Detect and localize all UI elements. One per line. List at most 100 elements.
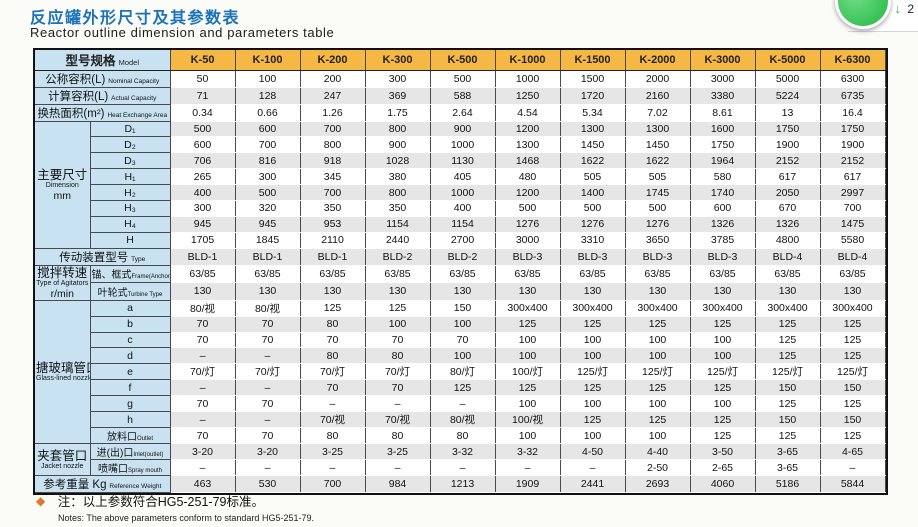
cell: 3-32 [495, 443, 561, 461]
counter-badge: 2 [907, 2, 914, 16]
cell: – [235, 459, 301, 477]
model-header-cell: 型号规格 Model [35, 50, 171, 71]
cell: 130 [430, 282, 496, 301]
cell: 300x400 [690, 300, 756, 317]
cell: 63/85 [170, 265, 236, 284]
cell: 70/灯 [170, 363, 236, 381]
cell: 945 [235, 216, 301, 233]
cell: 125 [755, 427, 821, 445]
cell: 130 [820, 282, 886, 301]
cell: – [430, 395, 496, 413]
cell: 125 [755, 347, 821, 365]
cell: 80 [300, 347, 366, 365]
cell: 4800 [755, 232, 821, 249]
sub-row-label: f [90, 379, 171, 397]
cell: 300x400 [560, 300, 626, 317]
cell: 300 [365, 70, 431, 88]
sub-row-label: c [90, 332, 171, 349]
cell: 4.54 [495, 104, 561, 122]
cell: 1600 [690, 121, 756, 138]
cell: – [300, 395, 366, 413]
cell: 1750 [690, 136, 756, 154]
cell: 1622 [560, 152, 626, 170]
cell: 2-50 [625, 459, 691, 477]
cell: 3-32 [430, 443, 496, 461]
table-row: g 70 70– – –100 100 100 100 125 125 [35, 395, 886, 413]
cell: 900 [430, 121, 496, 138]
cell: 405 [430, 168, 496, 186]
row-label: 传动装置型号 Type [35, 248, 171, 266]
column-header-K-300: K-300 [365, 50, 431, 71]
cell: 125 [560, 316, 626, 333]
cell: BLD-4 [755, 248, 821, 266]
cell: 463 [170, 475, 236, 494]
column-header-K-500: K-500 [430, 50, 496, 71]
green-circle-button[interactable] [835, 0, 891, 29]
group-label: 主要尺寸 Dimension mm [35, 121, 91, 249]
cell: 505 [625, 168, 691, 186]
cell: 300 [170, 200, 236, 217]
row-label: 计算容积(L) Actual Capacity [35, 87, 171, 105]
column-header-K-6300: K-6300 [820, 50, 886, 71]
cell: 617 [820, 168, 886, 186]
down-arrow-icon: ↓ [894, 1, 902, 16]
cell: 70 [300, 332, 366, 349]
column-header-K-200: K-200 [300, 50, 366, 71]
table-row: 主要尺寸 Dimension mm D₁ 500 600 700 800 900 1200 1300… [35, 121, 886, 249]
top-right-toolbar-strip: ↓ 2 [835, 0, 918, 32]
cell: 5186 [755, 475, 821, 494]
cell: 125 [365, 300, 431, 317]
cell: 2700 [430, 232, 496, 249]
cell: 70 [300, 379, 366, 397]
cell: 70/灯 [300, 363, 366, 381]
cell: 80 [300, 316, 366, 333]
cell: 130 [560, 282, 626, 301]
column-header-K-2000: K-2000 [625, 50, 691, 71]
cell: 1750 [820, 121, 886, 138]
sub-row-label: H₄ [90, 216, 171, 233]
cell: – [495, 459, 561, 477]
cell: 1200 [495, 121, 561, 138]
cell: 130 [755, 282, 821, 301]
cell: 80 [365, 347, 431, 365]
cell: 3-25 [365, 443, 431, 461]
cell: 125 [300, 300, 366, 317]
cell: 345 [300, 168, 366, 186]
cell: 500 [495, 200, 561, 217]
cell: 1900 [755, 136, 821, 154]
group-label: 搪玻璃管口Glass-lined nozzle [35, 300, 91, 445]
page-title: 反应罐外形尺寸及其参数表 [30, 10, 241, 27]
cell: 670 [755, 200, 821, 217]
cell: 0.34 [170, 104, 236, 122]
cell: 3-25 [300, 443, 366, 461]
cell: 1200 [495, 184, 561, 201]
cell: 1468 [495, 152, 561, 170]
cell: 1250 [495, 87, 561, 105]
cell: 1326 [690, 216, 756, 233]
cell: – [170, 347, 236, 365]
cell: 8.61 [690, 104, 756, 122]
cell: 300 [235, 168, 301, 186]
table-row: 传动装置型号 Type BLD-1 BLD-1 BLD-1 BLD-2 BLD-2 BLD-… [35, 248, 886, 266]
cell: 63/85 [235, 265, 301, 284]
table-row: H₁ 265 300 345 380 405 480 505 505 580 617 617 [35, 168, 886, 186]
cell: 80/灯 [430, 363, 496, 381]
cell: 125 [755, 395, 821, 413]
cell: BLD-3 [625, 248, 691, 266]
cell: 1964 [690, 152, 756, 170]
cell: 125 [625, 411, 691, 429]
cell: 100 [235, 70, 301, 88]
cell: – [170, 459, 236, 477]
row-label: 公称容积(L) Nominal Capacity [35, 70, 171, 88]
diamond-icon: ◆ [36, 494, 46, 508]
cell: 80/视 [235, 300, 301, 317]
cell: BLD-3 [690, 248, 756, 266]
cell: 800 [365, 121, 431, 138]
cell: 3650 [625, 232, 691, 249]
sub-row-label: D₁ [90, 121, 171, 138]
cell: BLD-1 [300, 248, 366, 266]
sub-row-label: H₃ [90, 200, 171, 217]
row-label: 参考重量 Kg Reference Weight [35, 475, 171, 494]
cell: 600 [235, 121, 301, 138]
table-row: 公称容积(L) Nominal Capacity 50 100 200 300 500 10… [35, 70, 886, 88]
